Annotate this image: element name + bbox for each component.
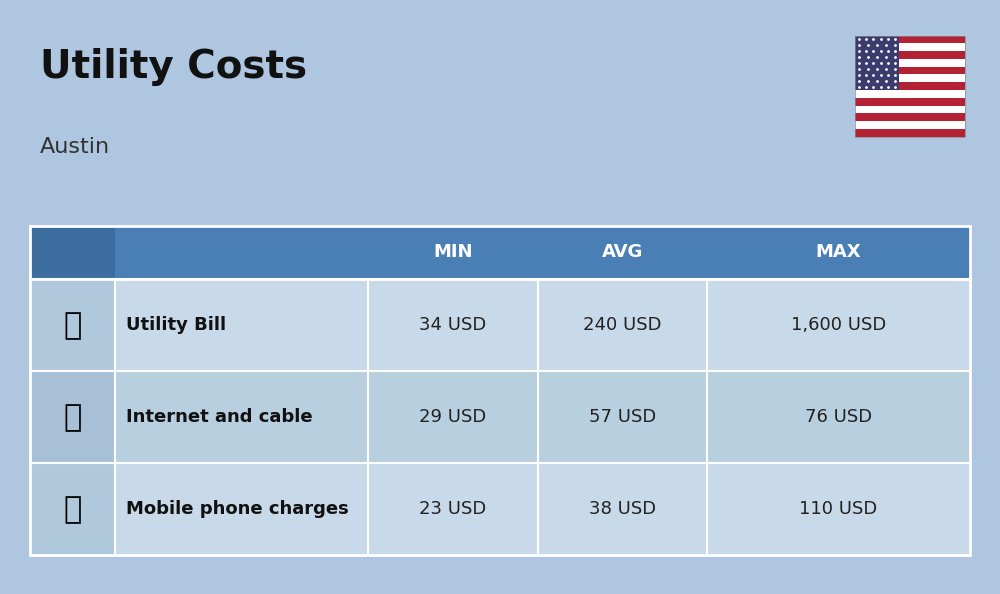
FancyBboxPatch shape (30, 371, 970, 463)
FancyBboxPatch shape (855, 98, 965, 106)
FancyBboxPatch shape (855, 121, 965, 129)
Text: 34 USD: 34 USD (419, 316, 487, 334)
Text: 110 USD: 110 USD (799, 500, 878, 519)
FancyBboxPatch shape (855, 43, 965, 51)
FancyBboxPatch shape (30, 226, 970, 279)
Text: Utility Bill: Utility Bill (126, 316, 226, 334)
Text: MAX: MAX (816, 244, 861, 261)
Text: 29 USD: 29 USD (419, 408, 487, 426)
Text: Internet and cable: Internet and cable (126, 408, 313, 426)
Text: 🔌: 🔌 (63, 311, 81, 340)
FancyBboxPatch shape (855, 59, 965, 67)
Text: 38 USD: 38 USD (589, 500, 656, 519)
FancyBboxPatch shape (30, 463, 115, 555)
Text: 76 USD: 76 USD (805, 408, 872, 426)
Text: 📡: 📡 (63, 403, 81, 432)
Text: MIN: MIN (433, 244, 473, 261)
FancyBboxPatch shape (30, 226, 115, 279)
FancyBboxPatch shape (855, 36, 899, 90)
FancyBboxPatch shape (855, 106, 965, 113)
Text: Austin: Austin (40, 137, 110, 157)
Text: 57 USD: 57 USD (589, 408, 656, 426)
Text: 1,600 USD: 1,600 USD (791, 316, 886, 334)
Text: AVG: AVG (602, 244, 643, 261)
Text: Mobile phone charges: Mobile phone charges (126, 500, 349, 519)
FancyBboxPatch shape (855, 129, 965, 137)
Text: Utility Costs: Utility Costs (40, 48, 307, 86)
Text: 23 USD: 23 USD (419, 500, 487, 519)
FancyBboxPatch shape (30, 463, 970, 555)
FancyBboxPatch shape (855, 90, 965, 98)
FancyBboxPatch shape (30, 279, 970, 371)
Text: 240 USD: 240 USD (583, 316, 661, 334)
FancyBboxPatch shape (855, 74, 965, 82)
FancyBboxPatch shape (855, 67, 965, 74)
FancyBboxPatch shape (855, 82, 965, 90)
FancyBboxPatch shape (855, 51, 965, 59)
FancyBboxPatch shape (855, 113, 965, 121)
FancyBboxPatch shape (30, 279, 115, 371)
FancyBboxPatch shape (30, 371, 115, 463)
FancyBboxPatch shape (855, 36, 965, 43)
Text: 📱: 📱 (63, 495, 81, 524)
